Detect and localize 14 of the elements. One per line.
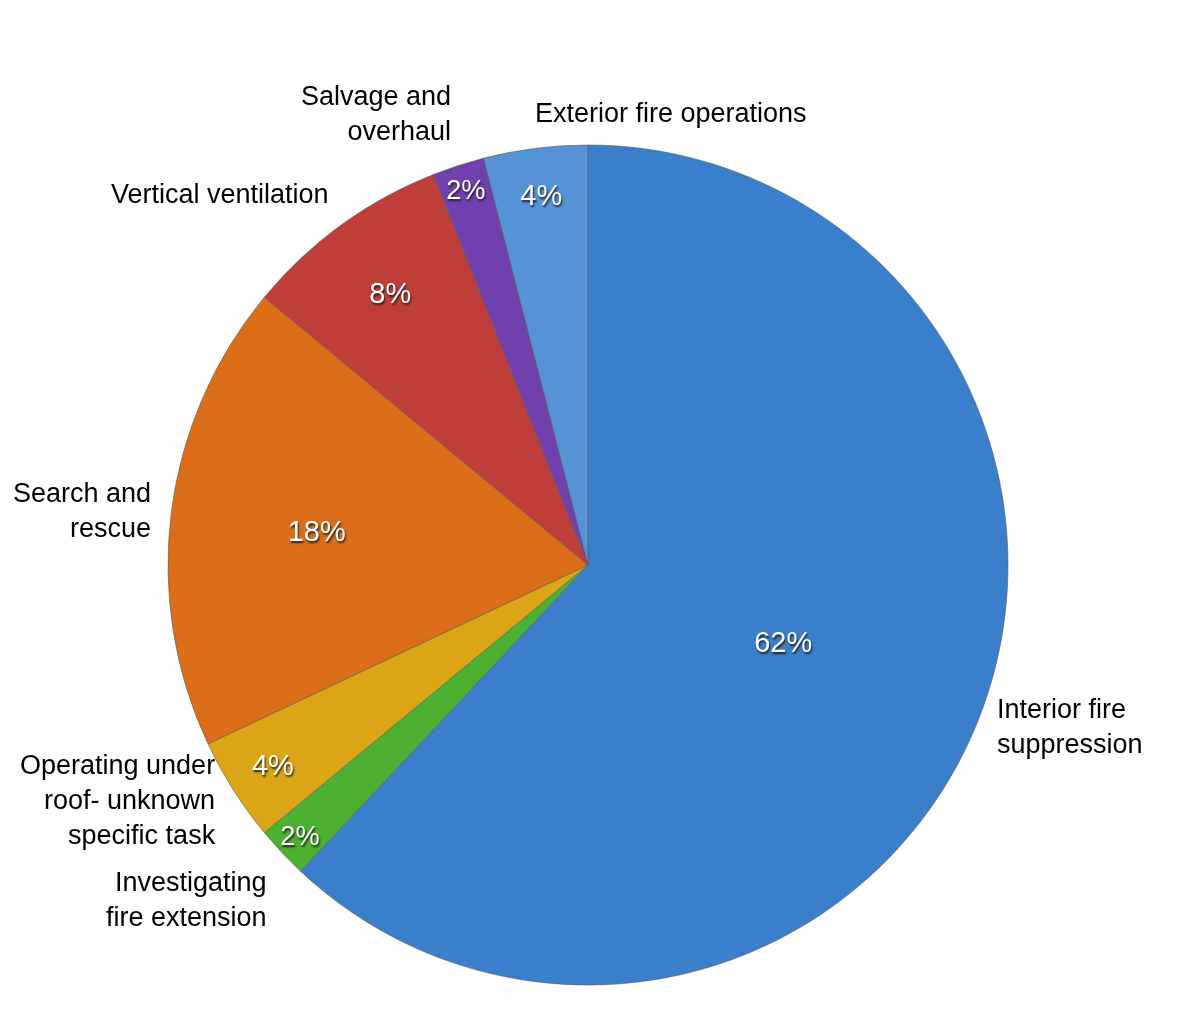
data-label: 18% xyxy=(287,514,346,547)
slice-label: Search and rescue xyxy=(13,478,152,544)
data-label: 8% xyxy=(369,276,412,309)
data-label: 4% xyxy=(251,748,294,781)
slice-label: Vertical ventilation xyxy=(111,179,329,209)
data-label: 4% xyxy=(520,178,563,211)
slice-label: Exterior fire operations xyxy=(535,98,807,128)
slice-label: Operating under roof- unknown specific task xyxy=(20,750,216,851)
slice-label: Investigating fire extension xyxy=(106,867,267,933)
slice-label: Salvage and overhaul xyxy=(301,81,452,147)
data-label: 2% xyxy=(280,819,320,851)
slice-label: Interior fire suppression xyxy=(997,694,1143,760)
data-label: 62% xyxy=(754,626,813,659)
data-label: 2% xyxy=(446,173,486,205)
